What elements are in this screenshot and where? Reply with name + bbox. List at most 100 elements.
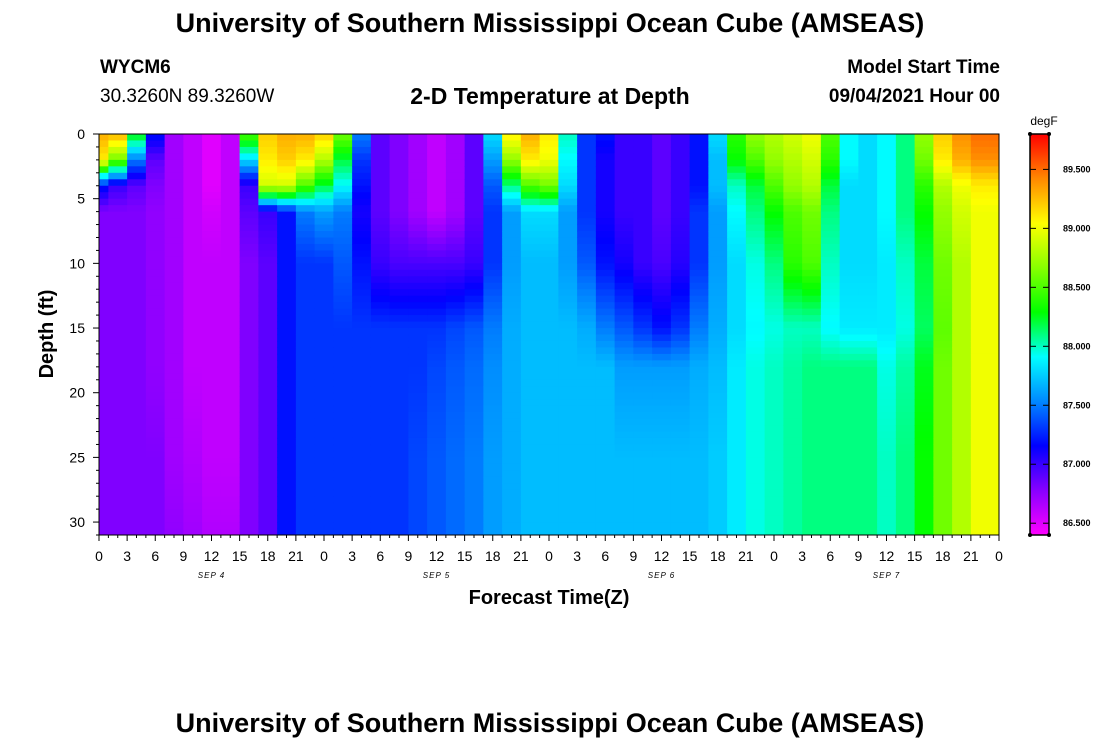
heatmap-cell xyxy=(652,243,672,252)
heatmap-cell xyxy=(389,522,409,530)
heatmap-cell xyxy=(389,192,409,200)
heatmap-cell xyxy=(483,205,503,213)
heatmap-cell xyxy=(464,159,484,167)
heatmap-cell xyxy=(539,153,559,161)
heatmap-cell xyxy=(764,463,784,471)
heatmap-cell xyxy=(408,522,428,530)
heatmap-cell xyxy=(595,444,616,452)
heatmap-cell xyxy=(952,373,972,381)
heatmap-cell xyxy=(820,250,841,258)
heatmap-cell xyxy=(99,159,109,167)
heatmap-cell xyxy=(895,231,916,239)
heatmap-cell xyxy=(877,405,897,413)
heatmap-cell xyxy=(258,347,278,355)
heatmap-cell xyxy=(427,386,447,394)
heatmap-cell xyxy=(933,450,953,458)
page-title-bottom: University of Southern Mississippi Ocean… xyxy=(175,708,925,738)
heatmap-cell xyxy=(258,463,278,471)
heatmap-cell xyxy=(970,140,991,148)
heatmap-cell xyxy=(689,399,709,407)
heatmap-cell xyxy=(577,302,597,310)
heatmap-cell xyxy=(577,263,597,271)
heatmap-cell xyxy=(183,425,203,433)
heatmap-cell xyxy=(145,418,166,426)
heatmap-cell xyxy=(877,237,897,245)
heatmap-cell xyxy=(127,476,147,484)
heatmap-cell xyxy=(877,528,897,535)
heatmap-cell xyxy=(933,237,953,245)
heatmap-cell xyxy=(352,386,372,394)
heatmap-cell xyxy=(164,146,184,155)
heatmap-cell xyxy=(633,515,653,523)
heatmap-cell xyxy=(933,192,953,200)
heatmap-cell xyxy=(445,243,466,252)
heatmap-cell xyxy=(258,185,278,193)
heatmap-cell xyxy=(802,347,822,355)
heatmap-cell xyxy=(652,476,672,484)
heatmap-cell xyxy=(220,502,241,510)
heatmap-cell xyxy=(389,134,409,142)
heatmap-cell xyxy=(633,328,653,336)
heatmap-cell xyxy=(877,211,897,219)
heatmap-cell xyxy=(539,399,559,407)
heatmap-cell xyxy=(502,399,522,407)
heatmap-cell xyxy=(370,295,391,303)
heatmap-cell xyxy=(333,218,353,226)
heatmap-cell xyxy=(258,282,278,290)
heatmap-cell xyxy=(689,386,709,394)
heatmap-cell xyxy=(295,166,316,174)
heatmap-cell xyxy=(295,205,316,213)
heatmap-cell xyxy=(689,360,709,368)
heatmap-cell xyxy=(108,340,128,349)
heatmap-cell xyxy=(858,172,878,180)
heatmap-cell xyxy=(970,263,991,271)
heatmap-cell xyxy=(352,295,372,303)
x-tick-label: 9 xyxy=(179,548,187,564)
heatmap-cell xyxy=(408,340,428,349)
heatmap-cell xyxy=(145,457,166,465)
heatmap-cell xyxy=(745,282,766,290)
heatmap-cell xyxy=(989,412,999,420)
heatmap-cell xyxy=(764,302,784,310)
heatmap-cell xyxy=(970,243,991,252)
heatmap-cell xyxy=(99,379,109,387)
heatmap-cell xyxy=(183,328,203,336)
heatmap-cell xyxy=(802,515,822,523)
heatmap-cell xyxy=(970,431,991,439)
heatmap-cell xyxy=(502,224,522,232)
heatmap-cell xyxy=(277,418,297,426)
heatmap-cell xyxy=(595,250,616,258)
heatmap-cell xyxy=(914,321,934,329)
heatmap-cell xyxy=(802,379,822,387)
heatmap-cell xyxy=(895,347,916,355)
heatmap-cell xyxy=(614,256,634,264)
heatmap-cell xyxy=(370,457,391,465)
heatmap-cell xyxy=(989,509,999,517)
heatmap-cell xyxy=(127,146,147,155)
heatmap-cell xyxy=(670,444,691,452)
heatmap-cell xyxy=(520,289,541,297)
heatmap-cell xyxy=(633,282,653,290)
heatmap-cell xyxy=(99,386,109,394)
heatmap-cell xyxy=(370,353,391,361)
heatmap-cell xyxy=(614,295,634,303)
heatmap-cell xyxy=(633,353,653,361)
heatmap-cell xyxy=(708,289,728,297)
heatmap-cell xyxy=(127,328,147,336)
heatmap-cell xyxy=(127,483,147,491)
heatmap-cell xyxy=(708,185,728,193)
heatmap-cell xyxy=(652,373,672,381)
heatmap-cell xyxy=(127,185,147,193)
heatmap-cell xyxy=(820,218,841,226)
heatmap-cell xyxy=(820,392,841,400)
heatmap-cell xyxy=(445,366,466,374)
heatmap-cell xyxy=(239,250,259,258)
heatmap-cell xyxy=(914,502,934,510)
x-tick-label: 3 xyxy=(798,548,806,564)
heatmap-cell xyxy=(464,483,484,491)
heatmap-cell xyxy=(970,399,991,407)
heatmap-cell xyxy=(652,172,672,180)
heatmap-cell xyxy=(352,489,372,497)
heatmap-cell xyxy=(108,289,128,297)
heatmap-cell xyxy=(108,140,128,148)
